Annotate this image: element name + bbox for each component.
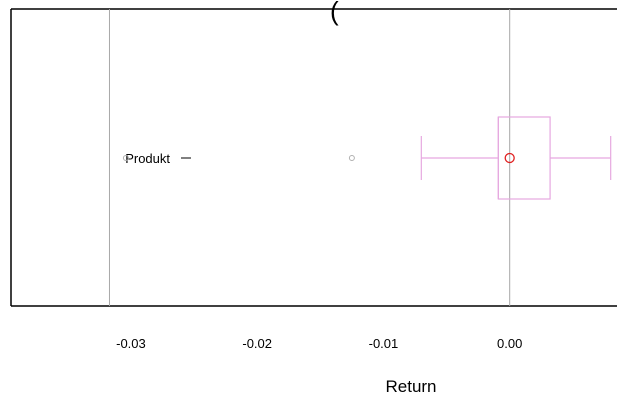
box — [497, 116, 551, 200]
category-label: Produkt — [125, 151, 170, 166]
highlight-point — [504, 152, 515, 164]
x-tick-label: -0.03 — [116, 336, 146, 351]
x-tick-label: -0.02 — [242, 336, 272, 351]
chart-title: ( — [330, 0, 339, 26]
outlier-point — [122, 155, 129, 161]
x-tick-label: 0.00 — [497, 336, 522, 351]
outlier-point — [348, 155, 355, 161]
x-tick-label: -0.01 — [369, 336, 399, 351]
x-axis-title: Return — [385, 377, 436, 396]
